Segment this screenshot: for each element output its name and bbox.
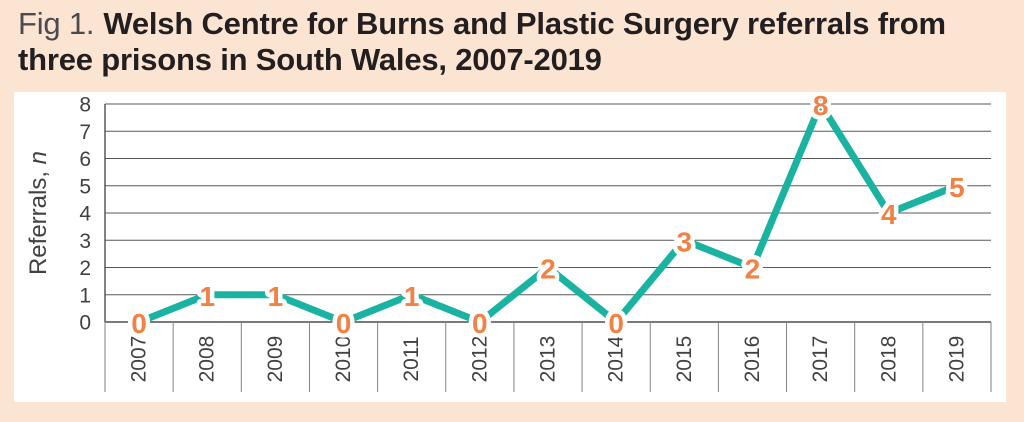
y-tick-label: 4: [79, 203, 91, 226]
y-tick-label: 2: [79, 257, 91, 280]
data-label: 2: [745, 254, 761, 285]
data-label: 4: [881, 199, 897, 230]
data-label: 0: [472, 308, 488, 339]
y-tick-label: 5: [79, 175, 91, 198]
y-tick-label: 0: [79, 312, 91, 335]
x-tick-label: 2009: [264, 336, 287, 383]
x-tick-label: 2008: [196, 336, 219, 383]
y-tick-label: 8: [79, 94, 91, 117]
data-label: 0: [608, 308, 624, 339]
x-tick-label: 2014: [605, 335, 628, 382]
data-label: 1: [199, 281, 215, 312]
figure-title: Fig 1. Welsh Centre for Burns and Plastic…: [18, 6, 1018, 78]
x-tick-label: 2007: [128, 336, 151, 383]
x-tick-label: 2018: [877, 336, 900, 383]
x-tick-label: 2015: [673, 336, 696, 383]
x-tick-label: 2016: [741, 336, 764, 383]
y-axis-title: Referrals, n: [25, 151, 52, 275]
x-tick-label: 2013: [537, 336, 560, 383]
data-label: 8: [813, 92, 829, 121]
data-label: 5: [949, 172, 965, 203]
x-tick-label: 2010: [332, 336, 355, 383]
y-tick-label: 6: [79, 148, 91, 171]
series-line: [137, 100, 959, 326]
x-tick-label: 2011: [400, 336, 423, 381]
x-tick-label: 2017: [809, 336, 832, 383]
chart-panel: 0 1 2 3 4 5 6 7 8 2007 2008 2009 2010 2011 2012 2013 201…: [14, 86, 1006, 402]
data-label: 2: [540, 254, 556, 285]
y-tick-label: 3: [79, 230, 91, 253]
data-label: 1: [268, 281, 284, 312]
data-label: 3: [677, 226, 693, 257]
data-label: 0: [131, 308, 147, 339]
y-tick-label: 7: [79, 121, 91, 144]
data-label: 1: [404, 281, 420, 312]
figure-label: Fig 1.: [18, 6, 95, 41]
data-label: 0: [336, 308, 352, 339]
y-tick-label: 1: [79, 284, 91, 307]
figure-title-text: Welsh Centre for Burns and Plastic Surge…: [18, 6, 946, 77]
x-tick-label: 2019: [945, 336, 968, 383]
x-tick-label: 2012: [468, 336, 491, 383]
